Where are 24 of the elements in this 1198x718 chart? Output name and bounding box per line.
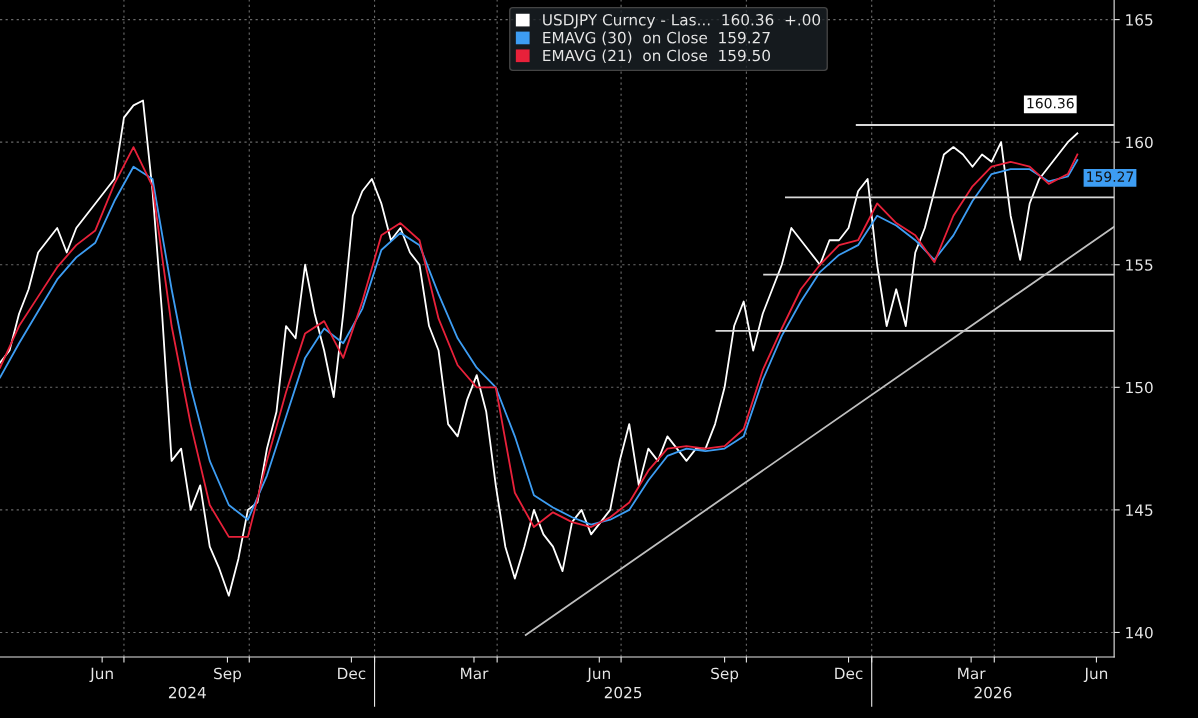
data-label: 159.27 — [1087, 171, 1134, 182]
y-tick-label: 155 — [1126, 259, 1153, 271]
y-tick-label: 165 — [1126, 14, 1153, 26]
data-label: 160.36 — [1027, 97, 1074, 109]
line-series — [0, 99, 1079, 597]
legend-label: USDJPY Curncy - Las... 160.36 +.00 — [543, 14, 821, 29]
x-tick-label: Jun — [89, 667, 113, 683]
x-tick-label: Dec — [835, 667, 863, 680]
y-tick-label: 140 — [1126, 626, 1153, 639]
text: 2025 — [604, 686, 642, 699]
y-tick-label: 145 — [1126, 504, 1153, 516]
x-tick-label: Mar — [958, 667, 986, 680]
y-tick-label: 160 — [1126, 136, 1153, 149]
y-tick-label: 150 — [1126, 381, 1153, 394]
legend-label: EMAVG (30) on Close 159.27 — [543, 31, 770, 46]
x-tick-label: Sep — [711, 667, 739, 683]
legend-label: EMAVG (21) on Close 159.50 — [543, 49, 771, 64]
x-tick-label: Dec — [338, 667, 366, 680]
x-tick-label: Jun — [1083, 667, 1108, 683]
x-tick-label: Jun — [586, 667, 610, 683]
x-tick-label: Mar — [461, 667, 489, 680]
text: 2024 — [168, 686, 206, 699]
x-tick-label: Sep — [214, 667, 242, 683]
text: 2026 — [974, 686, 1012, 699]
